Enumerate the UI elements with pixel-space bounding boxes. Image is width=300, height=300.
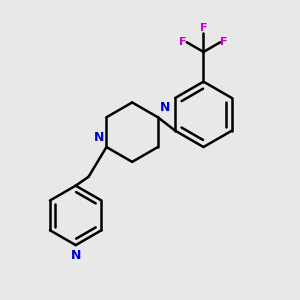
Text: N: N — [160, 101, 171, 114]
Text: N: N — [70, 249, 81, 262]
Text: F: F — [220, 37, 228, 47]
Text: F: F — [200, 22, 207, 33]
Text: F: F — [179, 37, 187, 47]
Text: N: N — [94, 131, 104, 144]
